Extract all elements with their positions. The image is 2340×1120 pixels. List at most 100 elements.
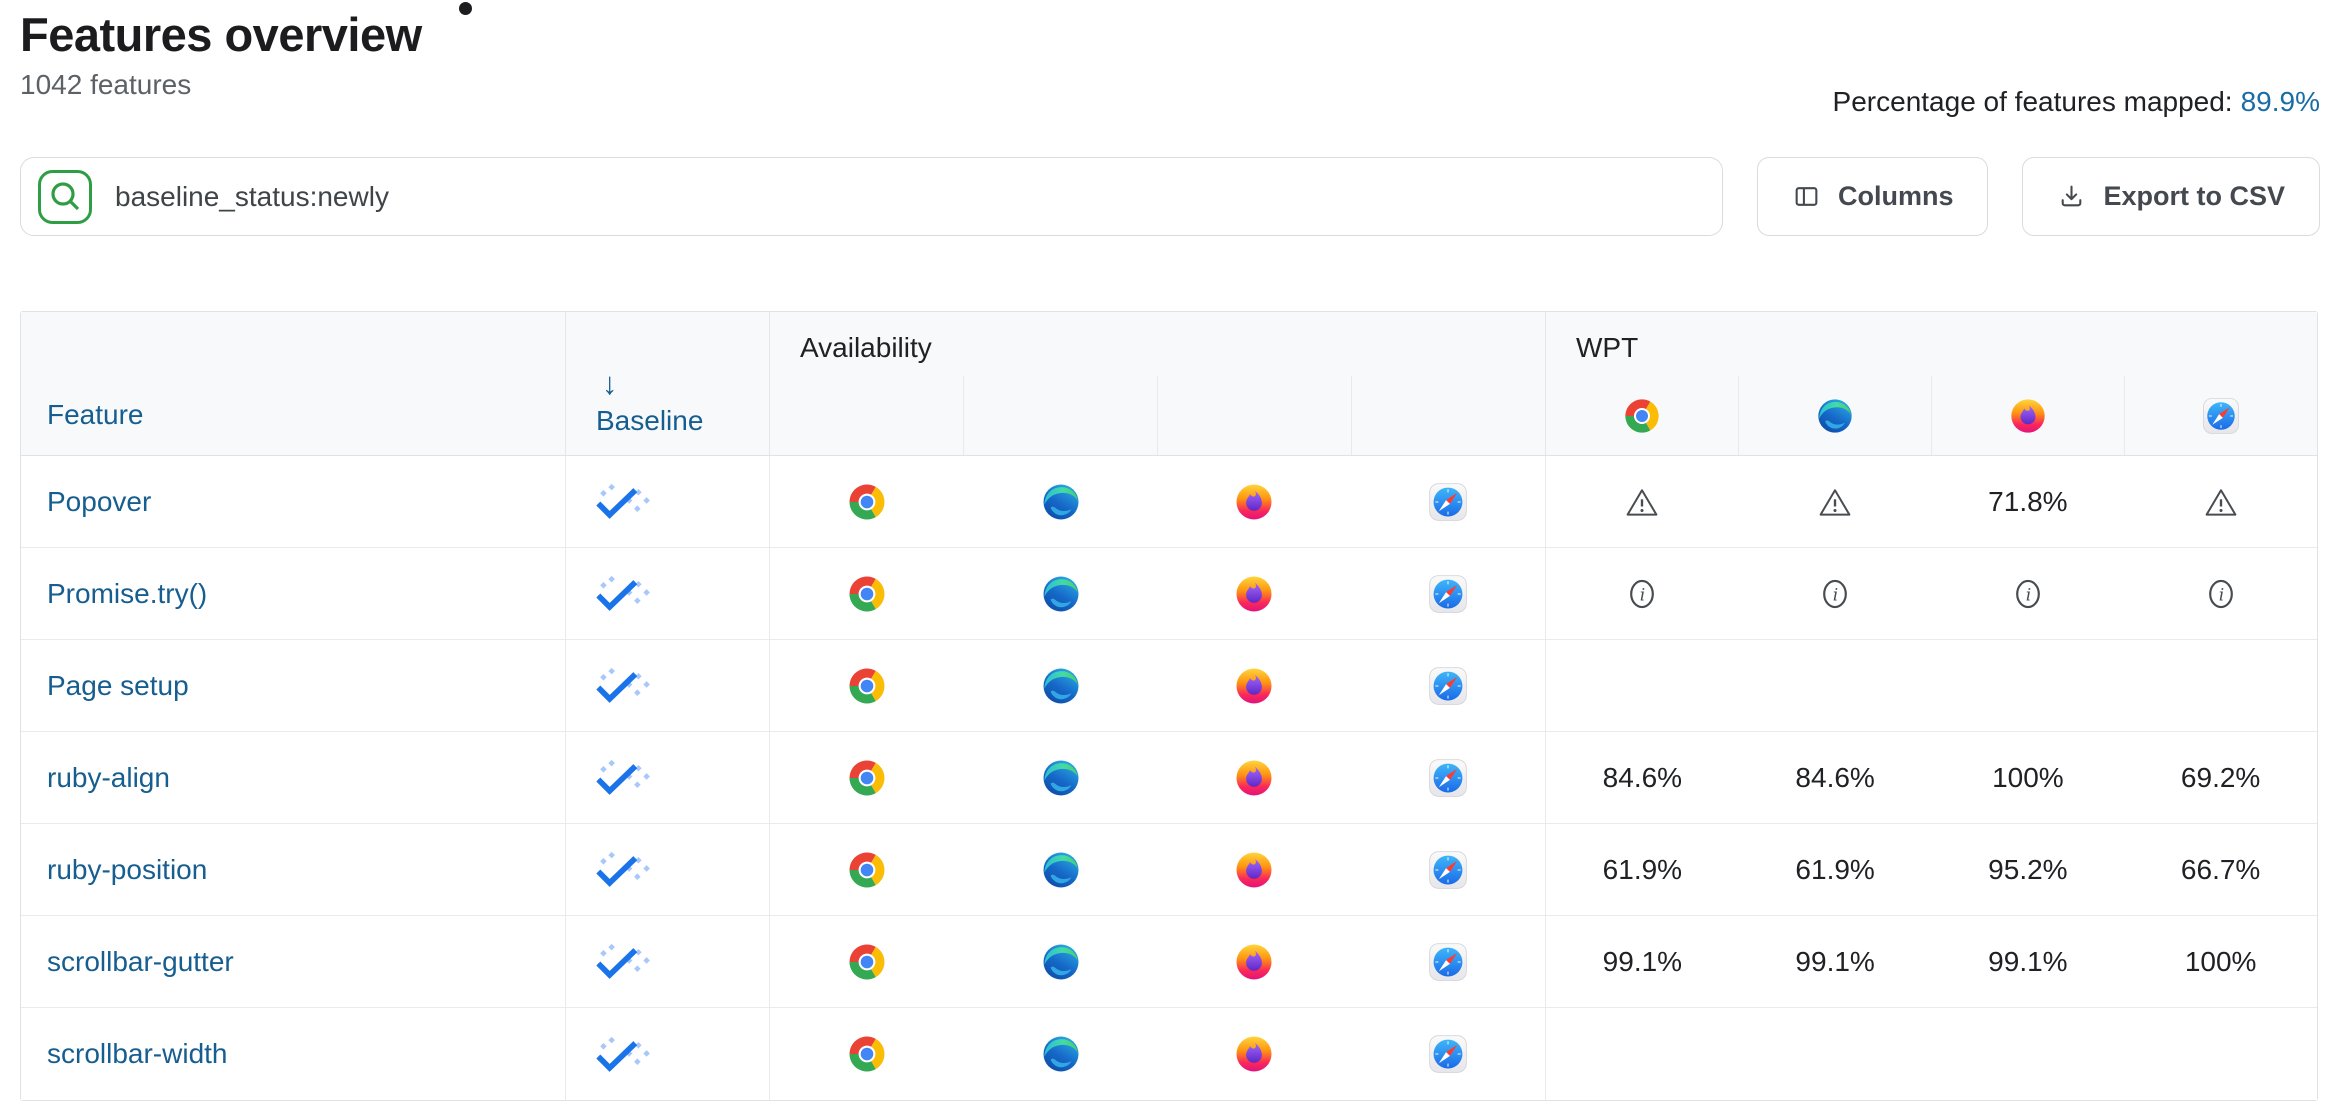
baseline-newly-icon [596,667,652,704]
table-row: Popover 71.8% [21,456,2317,548]
search-box[interactable] [20,157,1723,236]
wpt-score-chrome: 84.6% [1602,761,1683,793]
baseline-newly-icon [596,483,652,520]
info-icon [1546,548,1739,639]
availability-subcol-chrome [770,376,963,455]
export-csv-button[interactable]: Export to CSV [2022,157,2320,236]
wpt-score-safari: 66.7% [2180,853,2261,885]
table-body: Popover 71.8% Promise.try() [21,456,2317,1100]
wpt-score-firefox: 100% [1992,761,2064,793]
search-icon [37,169,93,225]
safari-icon [1427,573,1469,615]
baseline-newly-icon [596,759,652,796]
wpt-score-edge: 99.1% [1795,945,1875,977]
mapped-percentage: Percentage of features mapped: 89.9% [1833,86,2320,118]
availability-subcol-firefox [1157,376,1351,455]
wpt-score-firefox: 71.8% [1988,485,2068,517]
download-icon [2057,182,2086,211]
edge-icon [1040,481,1082,523]
feature-link[interactable]: ruby-align [47,761,170,793]
feature-count: 1042 features [20,69,192,101]
table-row: Promise.try() [21,548,2317,640]
feature-sort-link[interactable]: Feature [47,399,144,430]
safari-icon [1427,757,1469,799]
wpt-subheader [1546,376,2317,455]
chrome-icon [846,849,888,891]
wpt-score-chrome [1546,1008,1739,1100]
wpt-score-edge: 84.6% [1795,761,1875,793]
safari-icon [1427,481,1469,523]
firefox-icon [1233,573,1275,615]
feature-link[interactable]: ruby-position [47,853,208,885]
baseline-column-header: ↓ Baseline [566,312,770,455]
mapped-percentage-link[interactable]: 89.9% [2240,86,2320,117]
wpt-score-chrome: 99.1% [1602,945,1683,977]
firefox-icon [1233,849,1275,891]
columns-button-label: Columns [1837,181,1954,211]
wpt-score-chrome: 61.9% [1602,853,1683,885]
feature-link[interactable]: Page setup [47,669,189,701]
chrome-icon [846,757,888,799]
chrome-icon [846,941,888,983]
edge-icon [1040,665,1082,707]
edge-icon [1040,573,1082,615]
availability-subcol-safari [1351,376,1545,455]
chrome-icon [846,481,888,523]
warning-icon [2124,456,2317,547]
wpt-score-edge [1739,640,1932,731]
feature-link[interactable]: Popover [47,485,152,517]
edge-icon [1040,757,1082,799]
info-icon [1739,548,1932,639]
safari-icon [1427,665,1469,707]
availability-column-group: Availability [770,312,1546,455]
feature-column-header: Feature [21,312,566,455]
baseline-newly-icon [596,851,652,888]
table-row: Page setup [21,640,2317,732]
columns-button[interactable]: Columns [1756,157,1989,236]
feature-link[interactable]: scrollbar-width [47,1038,228,1069]
safari-icon [1427,1033,1469,1075]
chrome-icon [846,1033,888,1075]
table-row: ruby-align 84.6% 84.6% 100% 69.2% [21,732,2317,824]
page-title: Features overview [20,8,422,61]
firefox-icon [1233,941,1275,983]
firefox-icon [1233,665,1275,707]
wpt-score-firefox: 95.2% [1988,853,2068,885]
wpt-score-firefox: 99.1% [1988,945,2068,977]
toolbar: Columns Export to CSV [20,157,2320,236]
feature-link[interactable]: Promise.try() [47,577,208,609]
export-csv-button-label: Export to CSV [2103,181,2285,211]
edge-icon [1040,849,1082,891]
table-row: scrollbar-width [21,1008,2317,1100]
feature-link[interactable]: scrollbar-gutter [47,945,234,977]
firefox-icon [1233,481,1275,523]
availability-subheader [770,376,1545,455]
safari-icon [1427,849,1469,891]
wpt-group-label: WPT [1576,332,1639,363]
stray-dot [459,2,472,15]
wpt-score-edge: 61.9% [1795,853,1875,885]
safari-icon [1427,941,1469,983]
firefox-icon [1233,757,1275,799]
mapped-percentage-label: Percentage of features mapped: [1832,86,2233,117]
wpt-score-safari: 69.2% [2180,761,2261,793]
baseline-sort-link[interactable]: Baseline [596,405,704,436]
wpt-score-safari [2124,640,2317,731]
edge-icon [1040,1033,1082,1075]
chrome-icon [846,573,888,615]
safari-icon [2201,396,2241,436]
search-input[interactable] [115,180,1706,213]
wpt-score-safari [2124,1008,2317,1100]
table-row: scrollbar-gutter 99.1% 99.1% 99.1% 100% [21,916,2317,1008]
info-icon [1932,548,2125,639]
features-table: Feature ↓ Baseline Availability WPT [20,311,2318,1101]
columns-icon [1792,182,1821,211]
chrome-icon [1622,396,1662,436]
chrome-icon [846,665,888,707]
sort-descending-icon: ↓ [602,366,618,401]
edge-icon [1040,941,1082,983]
availability-subcol-edge [963,376,1157,455]
firefox-icon [1233,1033,1275,1075]
page-header: Features overview 1042 features Percenta… [0,0,2340,117]
